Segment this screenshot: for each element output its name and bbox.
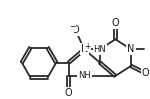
- Text: O: O: [142, 68, 149, 78]
- Text: HN: HN: [93, 45, 106, 54]
- Text: NH: NH: [78, 71, 91, 80]
- Text: O: O: [65, 88, 73, 98]
- Text: −: −: [69, 22, 76, 31]
- Text: O: O: [112, 18, 119, 28]
- Text: O: O: [72, 25, 79, 35]
- Text: N: N: [127, 44, 135, 54]
- Text: N: N: [81, 44, 88, 54]
- Text: +: +: [84, 42, 90, 51]
